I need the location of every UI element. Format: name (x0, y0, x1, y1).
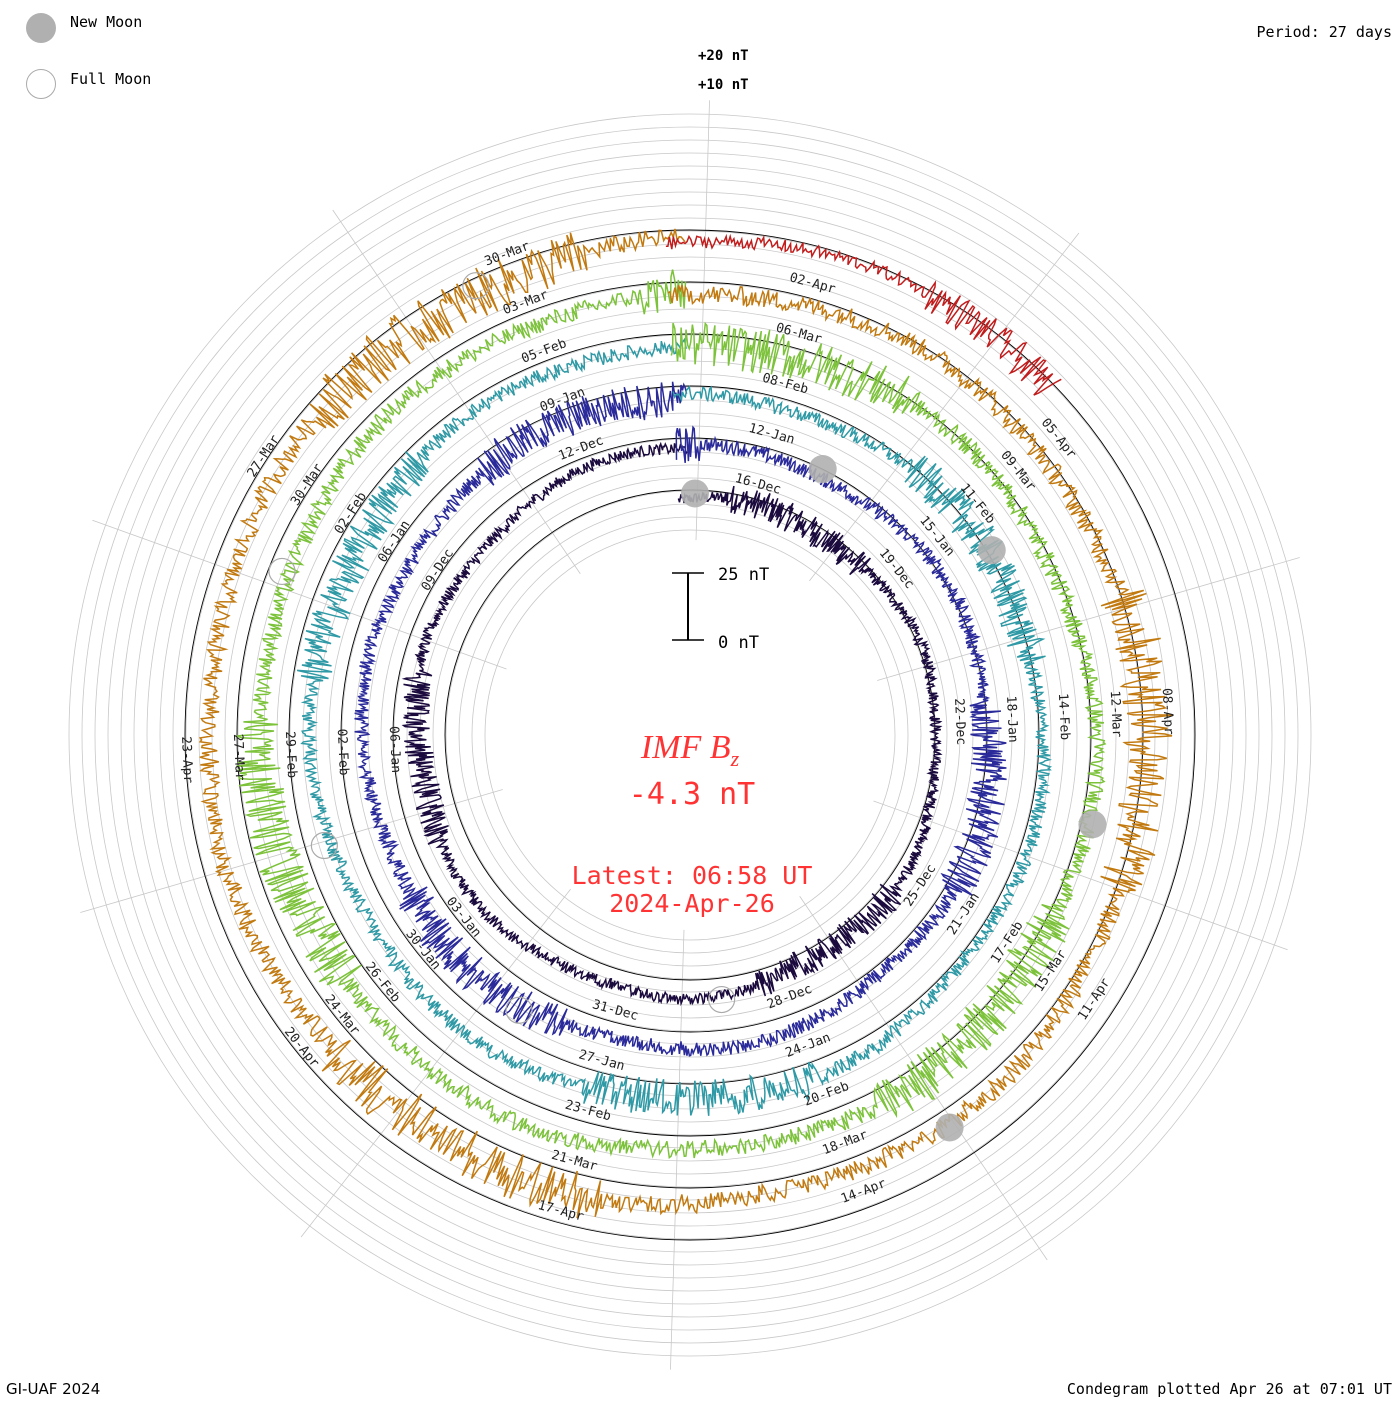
grid-ring (224, 269, 1156, 1201)
new-moon-marker (935, 1113, 964, 1142)
spoke-line (300, 888, 571, 1238)
scale-bar-top-label: 25 nT (718, 565, 769, 585)
full-moon-marker (310, 831, 338, 860)
date-label: 18-Jan (1003, 695, 1020, 743)
cycle-trace (236, 269, 1107, 1159)
full-moon-marker (708, 985, 736, 1014)
date-label: 21-Mar (550, 1148, 599, 1175)
grid-ring (276, 321, 1104, 1149)
grid-ring (107, 152, 1273, 1318)
ref-label-plus20: +20 nT (698, 48, 749, 64)
new-moon-marker (680, 479, 709, 508)
reference-ring (236, 281, 1144, 1189)
ref-label-plus10: +10 nT (698, 77, 749, 93)
plotted-timestamp: Condegram plotted Apr 26 at 07:01 UT (1066, 1380, 1392, 1398)
date-label: 23-Feb (563, 1098, 612, 1125)
date-label: 02-Apr (788, 270, 837, 297)
grid-ring (185, 230, 1195, 1240)
date-label: 17-Apr (536, 1198, 585, 1225)
full-moon-icon (26, 69, 56, 99)
spoke-line (877, 557, 1300, 681)
date-label: 23-Apr (178, 736, 195, 784)
grid-ring (120, 165, 1260, 1305)
grid-ring (159, 204, 1221, 1266)
legend-full-moon-label: Full Moon (70, 70, 152, 88)
full-moon-marker (505, 996, 533, 1024)
date-label: 03-Jan (443, 894, 484, 940)
scale-bar: 25 nT 0 nT (672, 565, 769, 653)
date-label: 24-Mar (321, 992, 362, 1038)
center-title: IMF Bz (640, 729, 740, 771)
grid-ring (237, 282, 1143, 1188)
spoke-line (92, 519, 507, 670)
date-label: 06-Mar (774, 321, 823, 348)
grid-ring (94, 139, 1286, 1331)
spokes-layer (80, 100, 1300, 1370)
date-label: 02-Feb (334, 728, 351, 776)
reference-ring (288, 333, 1092, 1137)
grid-ring (289, 334, 1091, 1136)
period-label: Period: 27 days (1256, 23, 1392, 41)
grid-ring (484, 529, 896, 941)
center-text: IMF Bz -4.3 nT Latest: 06:58 UT 2024-Apr… (572, 729, 813, 918)
grid-ring (380, 425, 1000, 1045)
scale-bar-bottom-label: 0 nT (718, 633, 759, 653)
new-moon-marker (977, 536, 1006, 565)
legend-new-moon-label: New Moon (70, 13, 143, 31)
new-moon-icon (26, 13, 56, 43)
new-moon-marker (1078, 810, 1107, 839)
grid-ring (471, 516, 909, 954)
grid-ring (263, 308, 1117, 1162)
date-label: 14-Feb (1055, 693, 1072, 741)
date-label: 12-Jan (747, 421, 796, 448)
grid-ring (68, 113, 1312, 1357)
date-label: 16-Dec (733, 471, 782, 498)
grid-ring (133, 178, 1247, 1292)
date-label: 12-Mar (1107, 690, 1124, 738)
center-date: 2024-Apr-26 (609, 889, 775, 918)
date-label: 22-Dec (951, 698, 968, 746)
center-latest: Latest: 06:58 UT (572, 861, 813, 890)
grid-ring (432, 477, 948, 993)
date-label: 31-Dec (591, 997, 640, 1024)
grid-ring (81, 126, 1299, 1344)
grid-ring (354, 399, 1026, 1071)
center-value: -4.3 nT (629, 777, 755, 812)
credit-label: GI-UAF 2024 (6, 1380, 101, 1398)
date-label: 27-Mar (230, 733, 247, 781)
date-label: 20-Apr (281, 1025, 322, 1071)
cycle-trace (665, 233, 1062, 396)
grid-ring (172, 217, 1208, 1253)
spoke-line (873, 800, 1288, 951)
cycle-trace (354, 381, 1007, 1057)
cycle-trace (198, 228, 1174, 1219)
date-label: 06-Jan (386, 726, 403, 774)
spoke-line (695, 100, 710, 541)
reference-ring (184, 229, 1196, 1241)
date-label: 27-Jan (577, 1047, 626, 1074)
date-label: 08-Apr (1159, 688, 1176, 736)
grid-ring (146, 191, 1234, 1279)
grid-ring (198, 243, 1182, 1227)
grid-layer (68, 113, 1312, 1357)
new-moon-marker (808, 455, 837, 484)
spoke-line (332, 209, 581, 575)
spoke-line (809, 232, 1080, 582)
cycle-trace (401, 441, 943, 1007)
date-label: 29-Feb (282, 731, 299, 779)
full-moon-marker (268, 557, 296, 586)
date-label: 02-Feb (332, 489, 370, 537)
full-moon-marker (462, 272, 490, 300)
moons-layer (268, 272, 1107, 1142)
date-label: 15-Jan (916, 513, 957, 559)
